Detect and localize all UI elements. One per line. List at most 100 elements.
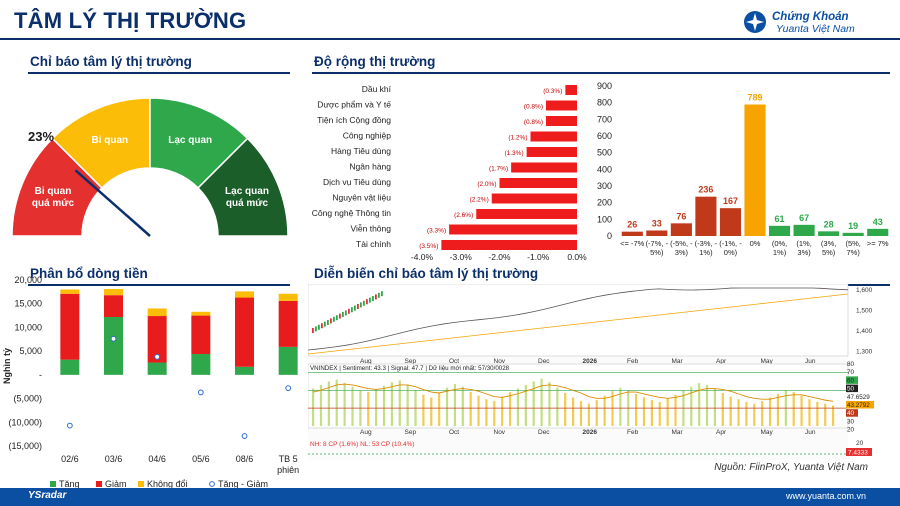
right-value-1: 70: [847, 369, 855, 376]
dist-cat-10: >= 7%: [867, 239, 889, 248]
sector-value-label-5: (1.7%): [489, 166, 508, 173]
flow-ytick-1: 15,000: [14, 299, 42, 309]
dist-cat-2: (-5%, -: [670, 239, 693, 248]
sentiment-bar-24: [501, 396, 504, 426]
flow-bar-2-1: [104, 289, 123, 296]
flow-bar-1-2: [147, 316, 167, 363]
bottom-axis-label-8: Apr: [716, 429, 727, 436]
sentiment-bar-7: [367, 392, 370, 426]
sector-bar-1: [546, 100, 577, 111]
price-candle-10: [342, 312, 344, 317]
right-value-chip-6: [846, 409, 858, 417]
sector-label-10: Tài chính: [356, 239, 391, 249]
sector-bar-9: [449, 224, 577, 235]
sentiment-history-panel: Aug Sep Oct Nov Dec 2026 Feb Mar Apr May Jun 1,600 1…: [308, 284, 874, 460]
sentiment-bar-42: [642, 397, 646, 426]
website-link[interactable]: www.yuanta.com.vn: [785, 491, 866, 501]
dist-cat-1: (-7%, -: [646, 239, 669, 248]
price-candle-11: [345, 310, 347, 316]
sector-bar-7: [491, 193, 577, 204]
sector-label-4: Hàng Tiêu dùng: [331, 146, 391, 156]
sentiment-bar-17: [445, 387, 449, 426]
sentiment-bar-51: [713, 388, 717, 426]
dist-bar-8: [818, 231, 840, 236]
price-ma-line-2: [308, 293, 849, 355]
dist-ytick-9: 900: [597, 81, 612, 91]
right-value-3: 50: [847, 386, 855, 393]
sentiment-bar-44: [658, 401, 661, 426]
sentiment-bar-50: [705, 384, 709, 426]
top-axis-label-7: Mar: [672, 358, 684, 365]
dist-bar-4: [719, 208, 742, 236]
breadth-section-title: Độ rộng thị trường: [314, 54, 436, 69]
price-ma-line-1: [308, 287, 849, 351]
flow-legend-label-1: Giảm: [105, 479, 127, 488]
sector-tick-3: -1.0%: [527, 252, 550, 262]
dist-bar-6: [768, 225, 791, 236]
sentiment-bar-11: [398, 380, 401, 426]
top-axis-label-10: Jun: [805, 358, 816, 365]
sector-label-5: Ngân hàng: [349, 162, 391, 172]
sector-bar-5: [511, 162, 577, 173]
dist-cat2-4: 0%): [724, 248, 738, 257]
sector-tick-2: -2.0%: [488, 252, 511, 262]
bottom-axis-label-3: Nov: [494, 429, 506, 436]
sentiment-bar-30: [548, 382, 551, 426]
sentiment-bar-56: [753, 403, 756, 426]
sentiment-bar-34: [579, 401, 583, 426]
sentiment-bar-23: [493, 401, 496, 426]
flow-bar-2-2: [147, 308, 167, 317]
bottom-axis-label-2: Oct: [449, 429, 459, 436]
sentiment-bar-49: [698, 383, 701, 426]
price-tick-2: 1,400: [856, 328, 873, 335]
flow-legend-net-label: Tăng - Giảm: [218, 479, 268, 488]
sentiment-bar-39: [619, 387, 622, 426]
flow-ytick-3: 5,000: [19, 346, 42, 356]
gauge-segment-sublabel-3: quá mức: [226, 198, 269, 209]
sentiment-bar-18: [453, 384, 457, 426]
sector-bar-2: [546, 116, 577, 126]
dist-cat2-3: 1%): [699, 248, 713, 257]
flow-cat-1: 03/6: [105, 454, 123, 464]
bottom-axis-label-7: Mar: [672, 429, 684, 436]
sentiment-bar-9: [382, 385, 386, 426]
flow-ytick-0: 20,000: [14, 275, 42, 285]
dist-cat2-1: 5%): [650, 248, 664, 257]
top-axis-label-0: Aug: [360, 358, 372, 365]
flow-bar-2-5: [278, 293, 298, 301]
sentiment-bar-59: [776, 393, 780, 426]
sentiment-bar-65: [824, 403, 827, 426]
sentiment-bar-48: [690, 386, 693, 426]
gauge-segment-label-2: Lạc quan: [168, 135, 212, 146]
signal-line: [312, 383, 834, 402]
sentiment-bar-55: [745, 401, 748, 426]
dist-value-2: 76: [676, 211, 686, 221]
sentiment-bar-27: [524, 384, 527, 426]
dist-value-1: 33: [652, 219, 662, 229]
sector-tick-4: 0.0%: [567, 252, 587, 262]
dist-bar-0: [621, 231, 643, 236]
sentiment-bar-66: [832, 405, 835, 426]
dist-bar-3: [695, 196, 717, 236]
flow-bar-1-1: [104, 295, 123, 317]
sentiment-info-bar: VNINDEX | Sentiment: 43.3 | Signal: 47.7…: [310, 365, 510, 372]
flow-net-point-0: [66, 422, 73, 429]
sentiment-bar-38: [611, 391, 614, 426]
dist-bar-9: [842, 232, 864, 236]
flow-net-point-1: [110, 335, 117, 342]
gauge-segment-label-3: Lạc quan: [225, 186, 269, 197]
price-candle-20: [372, 296, 374, 301]
sector-bar-0: [565, 85, 577, 95]
sector-value-label-3: (1.2%): [508, 135, 527, 142]
dist-bar-1: [646, 230, 668, 236]
dist-cat-0: <= -7%: [620, 239, 645, 248]
sector-label-7: Nguyên vật liệu: [332, 193, 391, 203]
sentiment-section-title: Diễn biến chỉ báo tâm lý thị trường: [314, 266, 539, 281]
sentiment-bar-33: [572, 397, 575, 426]
page-title: TÂM LÝ THỊ TRƯỜNG: [14, 8, 247, 33]
price-candle-8: [336, 315, 338, 321]
flow-legend-label-2: Không đổi: [147, 479, 188, 488]
dist-ytick-5: 500: [597, 148, 612, 158]
flow-bar-0-1: [104, 316, 123, 375]
dist-cat2-6: 1%): [773, 248, 787, 257]
